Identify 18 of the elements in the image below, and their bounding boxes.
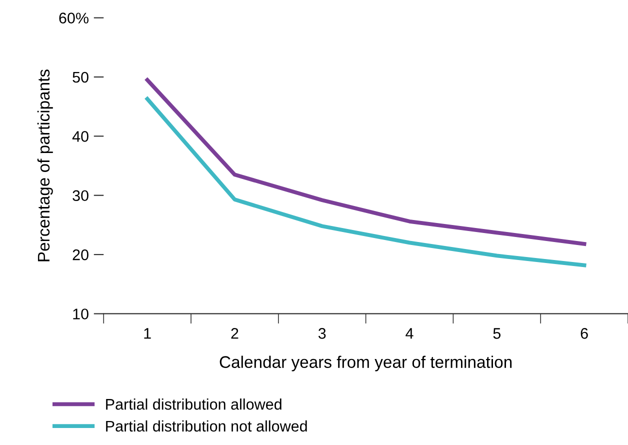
x-tick-label: 3	[318, 328, 326, 339]
y-tick-label: 40	[72, 131, 88, 142]
legend-label: Partial distribution allowed	[106, 398, 282, 410]
x-tick-label: 4	[406, 328, 414, 339]
y-tick-label: 50	[72, 72, 88, 83]
x-tick-label: 2	[231, 328, 238, 339]
y-tick-label: 10	[73, 308, 88, 320]
x-tick-label: 6	[580, 328, 588, 339]
y-tick-label: 60%	[59, 12, 88, 24]
x-tick-label: 5	[493, 328, 501, 339]
line-series	[145, 78, 586, 246]
line-series	[145, 96, 586, 268]
x-axis-title: Calendar years from year of termination	[220, 356, 512, 372]
y-tick-label: 30	[72, 190, 88, 202]
x-tick-label: 1	[144, 328, 151, 339]
legend-label: Partial distribution not allowed	[106, 420, 307, 432]
y-tick-label: 20	[72, 249, 88, 260]
y-axis-title: Percentage of participants	[37, 70, 53, 262]
